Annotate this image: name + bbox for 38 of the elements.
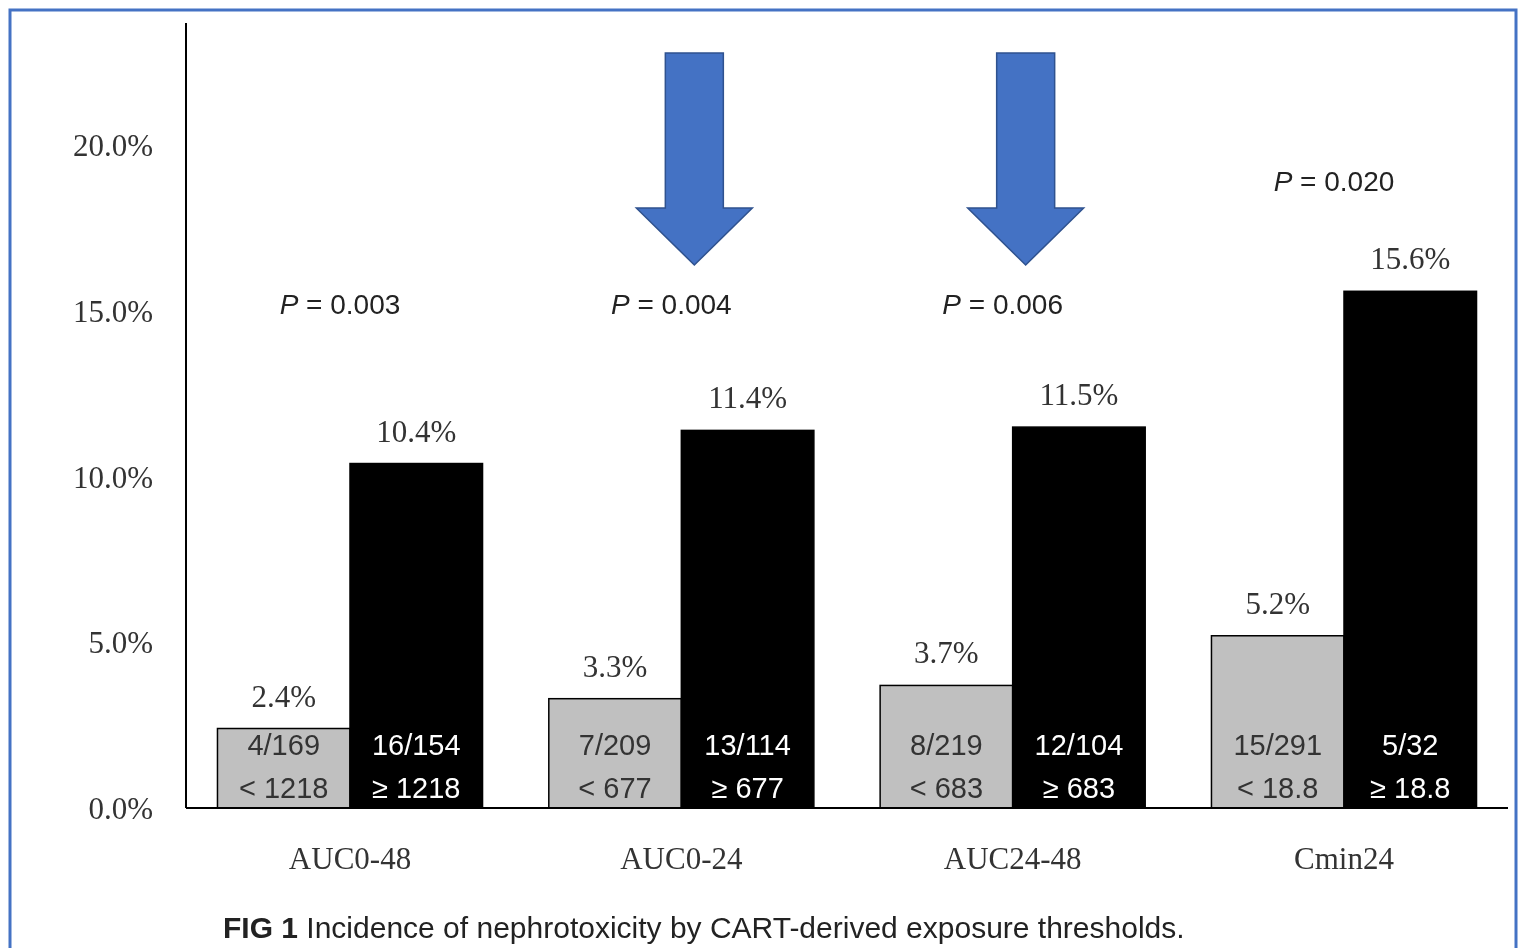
y-tick-label: 20.0% bbox=[72, 128, 153, 164]
annotation: 12/104 bbox=[1034, 729, 1124, 762]
annotation: < 683 bbox=[909, 772, 984, 805]
annotation: P = 0.004 bbox=[611, 289, 732, 321]
x-tick-label: AUC24-48 bbox=[943, 840, 1082, 876]
data-label: 10.4% bbox=[376, 413, 457, 449]
data-label: 5.2% bbox=[1245, 585, 1311, 621]
y-tick-label: 0.0% bbox=[88, 790, 153, 826]
annotation: < 1218 bbox=[238, 772, 329, 805]
x-tick-label: Cmin24 bbox=[1294, 840, 1395, 876]
y-tick-label: 15.0% bbox=[72, 294, 153, 330]
annotation: 7/209 bbox=[578, 729, 652, 762]
annotation: 15/291 bbox=[1233, 729, 1323, 762]
y-tick-label: 5.0% bbox=[88, 625, 153, 661]
annotation: ≥ 683 bbox=[1042, 772, 1116, 805]
annotation: ≥ 1218 bbox=[372, 772, 461, 805]
data-label: 15.6% bbox=[1370, 241, 1451, 277]
x-tick-label: AUC0-48 bbox=[288, 840, 412, 876]
x-tick-label: AUC0-24 bbox=[620, 840, 743, 876]
data-label: 11.5% bbox=[1039, 377, 1119, 413]
annotation: ≥ 677 bbox=[711, 772, 784, 805]
annotation: 8/219 bbox=[910, 729, 983, 762]
caption: FIG 1 Incidence of nephrotoxicity by CART-derived exposure thresholds. bbox=[223, 911, 1185, 944]
data-label: 2.4% bbox=[251, 678, 317, 714]
annotation: P = 0.003 bbox=[279, 289, 401, 321]
annotation: < 18.8 bbox=[1237, 772, 1319, 805]
data-label: 3.7% bbox=[914, 635, 979, 671]
annotation: ≥ 18.8 bbox=[1370, 772, 1451, 805]
annotation: P = 0.020 bbox=[1273, 166, 1395, 198]
y-tick-label: 10.0% bbox=[72, 459, 153, 495]
annotation: 13/114 bbox=[704, 729, 791, 762]
annotation: 16/154 bbox=[371, 729, 461, 762]
annotation: P = 0.006 bbox=[942, 289, 1063, 321]
data-label: 11.4% bbox=[708, 380, 788, 416]
annotation: 4/169 bbox=[247, 729, 321, 762]
data-label: 3.3% bbox=[582, 648, 648, 684]
annotation: 5/32 bbox=[1382, 729, 1439, 762]
annotation: < 677 bbox=[578, 772, 652, 805]
